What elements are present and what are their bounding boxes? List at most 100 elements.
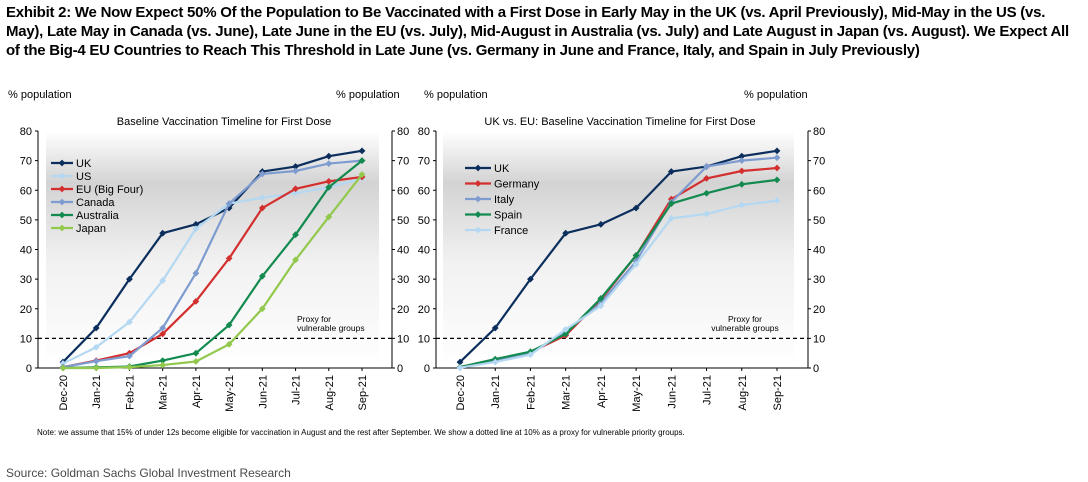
y-tick-label-left: 0 <box>26 363 32 375</box>
y-tick-label-left: 80 <box>20 126 32 138</box>
data-point <box>358 157 366 165</box>
data-point <box>258 272 266 280</box>
y-axis-title-left: % population <box>8 89 72 101</box>
y-tick-label-right: 0 <box>813 363 819 375</box>
legend-label: EU (Big Four) <box>76 184 143 196</box>
legend-item-uk: UK <box>51 158 92 170</box>
legend-marker <box>58 224 66 232</box>
legend-item-australia: Australia <box>51 210 120 222</box>
data-point <box>632 204 640 212</box>
x-tick-label: Jan-21 <box>91 375 103 409</box>
data-point <box>92 324 100 332</box>
data-point <box>738 152 746 160</box>
data-point <box>192 225 200 233</box>
plot-background <box>46 131 379 368</box>
y-tick-label-right: 40 <box>397 245 409 257</box>
x-tick-label: Jan-21 <box>490 375 502 409</box>
series-us <box>59 175 366 367</box>
x-tick-label: Sep-21 <box>357 375 369 410</box>
y-tick-label-left: 0 <box>424 363 430 375</box>
data-point <box>491 358 499 366</box>
y-tick-label-left: 10 <box>418 333 430 345</box>
legend-label: France <box>494 225 528 237</box>
data-point <box>667 168 675 175</box>
x-tick-label: Sep-21 <box>772 375 784 410</box>
data-point <box>192 220 200 228</box>
data-point <box>192 349 200 357</box>
x-tick-label: May-21 <box>631 375 643 412</box>
data-point <box>225 204 233 212</box>
data-point <box>773 147 781 155</box>
data-point <box>258 194 266 202</box>
chart-title: Baseline Vaccination Timeline for First … <box>117 116 331 128</box>
y-axis-title-right: % population <box>744 89 808 101</box>
legend-item-japan: Japan <box>51 223 106 235</box>
data-point <box>159 357 167 364</box>
data-point <box>562 229 570 237</box>
legend-marker <box>474 195 482 203</box>
series-spain <box>456 176 781 371</box>
data-point <box>738 201 746 209</box>
y-tick-label-right: 80 <box>813 126 825 138</box>
data-point <box>703 163 710 170</box>
data-point <box>773 164 781 172</box>
series-line-eu-big-four <box>62 175 363 369</box>
y-tick-label-left: 80 <box>418 126 430 138</box>
legend-label: Germany <box>494 179 540 191</box>
data-point <box>597 220 605 228</box>
legend-marker <box>474 164 482 172</box>
data-point <box>92 364 100 372</box>
legend-item-canada: Canada <box>51 197 115 209</box>
series-line-france <box>459 199 778 369</box>
x-tick-label: Mar-21 <box>561 375 573 410</box>
data-point <box>126 318 133 326</box>
series-line-uk <box>459 149 778 363</box>
legend-item-spain: Spain <box>465 210 522 222</box>
data-point <box>292 167 299 175</box>
data-point <box>92 357 100 365</box>
y-tick-label-left: 20 <box>20 304 32 316</box>
data-point <box>325 183 333 191</box>
y-tick-label-left: 20 <box>418 304 430 316</box>
data-point <box>159 330 167 338</box>
data-point <box>527 275 534 283</box>
data-point <box>456 364 464 372</box>
data-point <box>292 256 299 264</box>
x-tick-label: Jun-21 <box>257 375 269 409</box>
x-tick-label: Jul-21 <box>291 375 303 405</box>
y-tick-label-right: 0 <box>397 363 403 375</box>
plot-background <box>443 131 794 368</box>
x-tick-label: Apr-21 <box>191 375 203 408</box>
reference-line-label: vulnerable groups <box>297 323 365 333</box>
data-point <box>773 176 781 184</box>
legend-marker <box>58 211 66 219</box>
data-point <box>773 154 781 162</box>
y-tick-label-left: 70 <box>20 156 32 168</box>
data-point <box>258 305 266 313</box>
y-tick-label-left: 70 <box>418 156 430 168</box>
x-tick-label: Jun-21 <box>666 375 678 409</box>
data-point <box>738 180 746 188</box>
legend-label: UK <box>494 163 510 175</box>
legend-label: Canada <box>76 197 115 209</box>
data-point <box>325 213 333 221</box>
y-tick-label-left: 50 <box>418 215 430 227</box>
data-point <box>292 189 299 197</box>
legend-label: Australia <box>76 210 120 222</box>
legend-marker <box>474 180 482 187</box>
x-tick-label: Feb-21 <box>124 375 136 410</box>
y-tick-label-right: 70 <box>813 156 825 168</box>
y-tick-label-right: 10 <box>813 333 825 345</box>
reference-line-label: Proxy for <box>728 314 762 324</box>
x-tick-label: Apr-21 <box>596 375 608 408</box>
y-tick-label-right: 30 <box>397 274 409 286</box>
legend-item-italy: Italy <box>465 194 515 206</box>
series-line-japan <box>63 173 363 370</box>
legend-item-us: US <box>51 171 91 183</box>
data-point <box>159 324 167 332</box>
data-point <box>159 361 167 369</box>
y-tick-label-right: 10 <box>397 333 409 345</box>
data-point <box>126 275 133 283</box>
legend-marker <box>474 211 482 218</box>
legend-label: UK <box>76 158 92 170</box>
